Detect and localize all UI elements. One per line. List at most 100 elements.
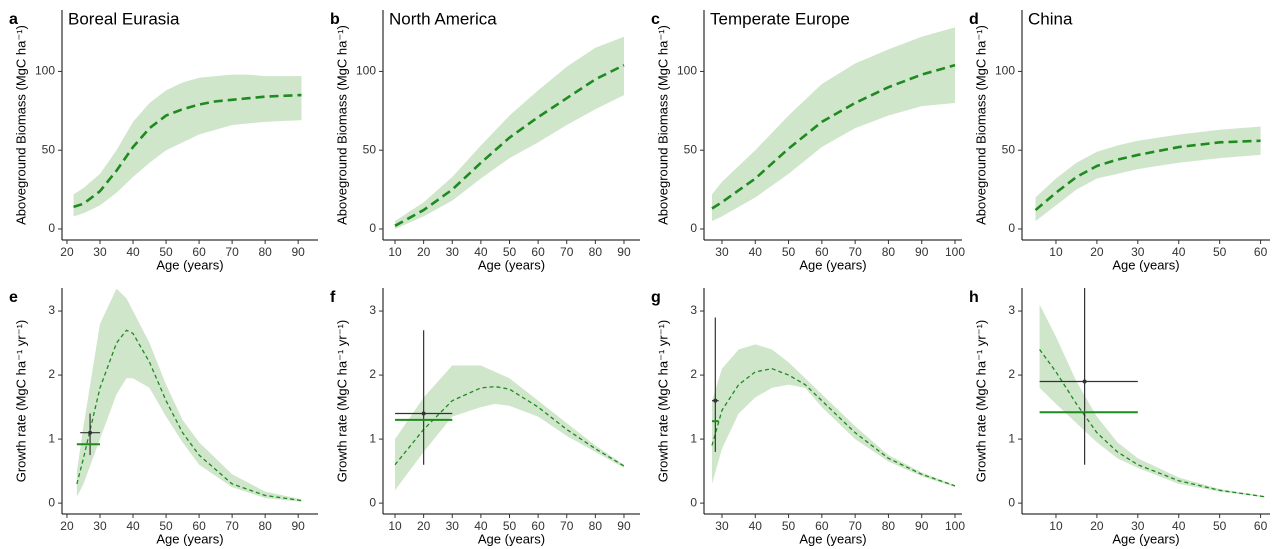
y-tick-label: 0 bbox=[369, 495, 376, 509]
y-tick-label: 3 bbox=[1008, 303, 1015, 317]
y-tick-label: 0 bbox=[690, 495, 697, 509]
y-axis-label: Aboveground Biomass (MgC ha⁻¹) bbox=[334, 25, 349, 225]
mean-curve bbox=[394, 63, 625, 227]
y-tick-label: 1 bbox=[690, 431, 697, 445]
x-tick-label: 50 bbox=[782, 519, 796, 533]
x-tick-label: 60 bbox=[1254, 245, 1268, 259]
panel-letter: c bbox=[651, 11, 660, 28]
x-tick-label: 40 bbox=[1172, 519, 1186, 533]
panel-letter: b bbox=[330, 11, 340, 28]
x-tick-label: 70 bbox=[225, 519, 239, 533]
x-tick-label: 50 bbox=[159, 519, 173, 533]
x-tick-label: 60 bbox=[815, 245, 829, 259]
x-tick-label: 80 bbox=[882, 245, 896, 259]
point bbox=[88, 430, 93, 435]
y-tick-label: 0 bbox=[690, 221, 697, 235]
y-tick-label: 0 bbox=[369, 221, 376, 235]
y-axis-label: Growth rate (MgC ha⁻¹ yr⁻¹) bbox=[334, 320, 349, 483]
y-tick-label: 50 bbox=[363, 142, 377, 156]
confidence-band bbox=[395, 36, 624, 229]
y-tick-label: 1 bbox=[48, 431, 55, 445]
x-tick-label: 20 bbox=[417, 245, 431, 259]
confidence-band bbox=[73, 74, 302, 217]
x-tick-label: 60 bbox=[192, 245, 206, 259]
y-tick-label: 100 bbox=[995, 64, 1015, 78]
x-tick-label: 20 bbox=[60, 245, 74, 259]
mean-curve bbox=[73, 93, 302, 209]
y-tick-label: 2 bbox=[1008, 367, 1015, 381]
panel-letter: d bbox=[969, 11, 979, 28]
mean-curve bbox=[711, 367, 956, 487]
x-tick-label: 90 bbox=[915, 245, 929, 259]
x-tick-label: 60 bbox=[192, 519, 206, 533]
panel-title: Temperate Europe bbox=[710, 9, 850, 28]
x-tick-label: 30 bbox=[1131, 519, 1145, 533]
y-tick-label: 1 bbox=[369, 431, 376, 445]
y-axis-label: Growth rate (MgC ha⁻¹ yr⁻¹) bbox=[13, 320, 28, 483]
y-tick-label: 50 bbox=[684, 142, 698, 156]
x-tick-label: 30 bbox=[93, 245, 107, 259]
mean-curve bbox=[711, 63, 956, 210]
y-tick-label: 3 bbox=[369, 303, 376, 317]
x-tick-label: 90 bbox=[292, 245, 306, 259]
x-tick-label: 90 bbox=[617, 245, 631, 259]
panel-letter: g bbox=[651, 289, 661, 306]
x-tick-label: 30 bbox=[446, 245, 460, 259]
x-axis-label: Age (years) bbox=[478, 257, 545, 272]
confidence-band bbox=[1039, 304, 1265, 498]
confidence-band bbox=[1035, 126, 1261, 222]
x-tick-label: 90 bbox=[915, 519, 929, 533]
x-tick-label: 80 bbox=[589, 245, 603, 259]
x-tick-label: 30 bbox=[93, 519, 107, 533]
x-tick-label: 30 bbox=[715, 519, 729, 533]
y-tick-label: 0 bbox=[1008, 495, 1015, 509]
point bbox=[421, 411, 426, 416]
confidence-band bbox=[711, 27, 956, 222]
panel-letter: f bbox=[330, 289, 336, 306]
y-tick-label: 0 bbox=[1008, 221, 1015, 235]
mean-curve bbox=[394, 385, 625, 467]
panel-letter: h bbox=[969, 289, 979, 306]
y-axis-label: Aboveground Biomass (MgC ha⁻¹) bbox=[973, 25, 988, 225]
x-tick-label: 80 bbox=[258, 245, 272, 259]
x-tick-label: 30 bbox=[1131, 245, 1145, 259]
x-tick-label: 90 bbox=[617, 519, 631, 533]
x-axis-label: Age (years) bbox=[478, 531, 545, 546]
x-tick-label: 10 bbox=[1049, 519, 1063, 533]
x-tick-label: 50 bbox=[503, 245, 517, 259]
y-tick-label: 50 bbox=[1002, 142, 1016, 156]
x-tick-label: 20 bbox=[1090, 245, 1104, 259]
confidence-band bbox=[711, 344, 956, 488]
y-axis-label: Aboveground Biomass (MgC ha⁻¹) bbox=[13, 25, 28, 225]
y-tick-label: 0 bbox=[48, 221, 55, 235]
x-tick-label: 60 bbox=[531, 245, 545, 259]
x-tick-label: 40 bbox=[474, 245, 488, 259]
x-tick-label: 60 bbox=[531, 519, 545, 533]
x-axis-label: Age (years) bbox=[1112, 257, 1179, 272]
x-tick-label: 70 bbox=[560, 245, 574, 259]
x-tick-label: 40 bbox=[1172, 245, 1186, 259]
x-tick-label: 10 bbox=[388, 519, 402, 533]
x-tick-label: 30 bbox=[715, 245, 729, 259]
y-tick-label: 100 bbox=[356, 64, 376, 78]
confidence-band bbox=[395, 365, 624, 491]
y-tick-label: 0 bbox=[48, 495, 55, 509]
x-tick-label: 30 bbox=[446, 519, 460, 533]
x-tick-label: 40 bbox=[474, 519, 488, 533]
x-tick-label: 20 bbox=[60, 519, 74, 533]
y-axis-label: Aboveground Biomass (MgC ha⁻¹) bbox=[655, 25, 670, 225]
panel-title: Boreal Eurasia bbox=[68, 9, 180, 28]
y-tick-label: 2 bbox=[48, 367, 55, 381]
x-tick-label: 90 bbox=[292, 519, 306, 533]
x-tick-label: 70 bbox=[848, 245, 862, 259]
y-tick-label: 1 bbox=[1008, 431, 1015, 445]
x-tick-label: 60 bbox=[1254, 519, 1268, 533]
x-axis-label: Age (years) bbox=[1112, 531, 1179, 546]
y-tick-label: 3 bbox=[690, 303, 697, 317]
mean-curve bbox=[1039, 349, 1265, 498]
point bbox=[713, 398, 718, 403]
y-tick-label: 100 bbox=[677, 64, 697, 78]
mean-curve bbox=[76, 329, 302, 502]
panel-letter: a bbox=[9, 11, 18, 28]
